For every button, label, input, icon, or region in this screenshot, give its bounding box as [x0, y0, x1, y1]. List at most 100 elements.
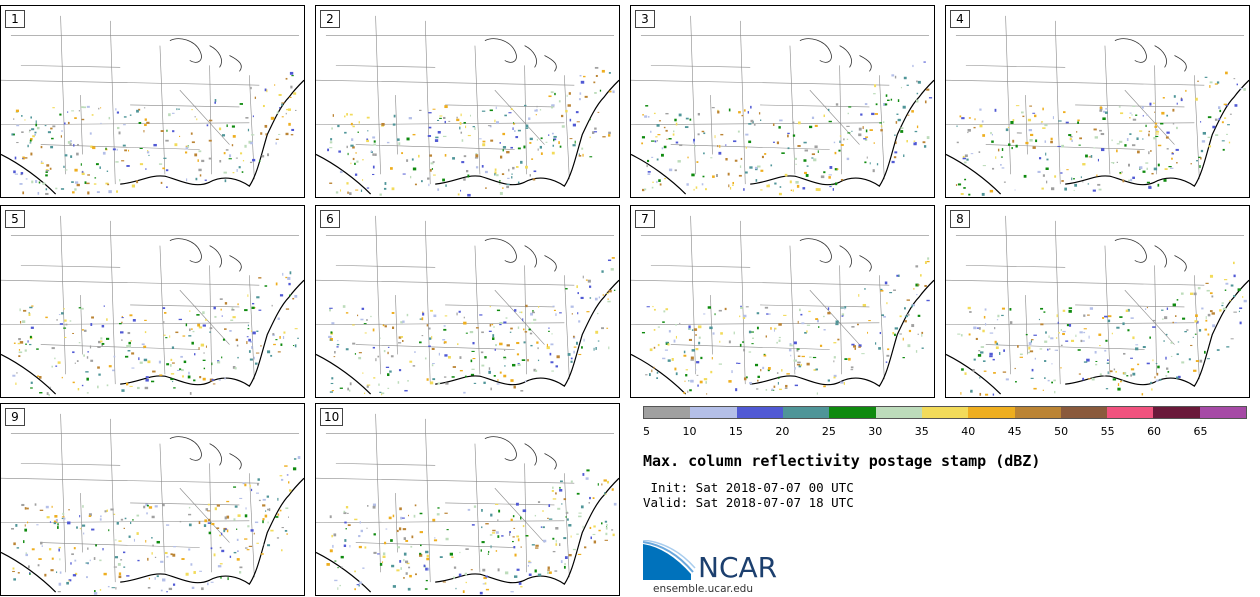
state-border	[710, 295, 713, 355]
echo-speckles	[641, 61, 933, 196]
state-border	[109, 20, 116, 185]
state-border	[316, 520, 565, 524]
state-border	[445, 304, 555, 308]
echo-speckles	[326, 469, 617, 595]
echo-speckles	[327, 66, 615, 197]
colorbar-tick-label: 35	[914, 425, 929, 438]
colorbar-segment	[1014, 407, 1061, 418]
colorbar-segment	[1199, 407, 1247, 418]
state-border	[424, 220, 431, 385]
state-border	[1, 79, 260, 86]
state-border	[159, 245, 166, 375]
coastline	[1, 477, 304, 593]
reflectivity-map	[631, 15, 934, 196]
postage-stamp-panel: 8	[945, 205, 1250, 398]
state-border	[1005, 215, 1011, 375]
state-border	[355, 344, 515, 350]
coastline	[946, 279, 1249, 395]
state-border	[965, 65, 1066, 68]
state-border	[249, 75, 255, 180]
state-border	[839, 265, 842, 375]
state-border	[80, 493, 83, 553]
echo-speckles	[11, 456, 301, 595]
site-url: ensemble.ucar.edu	[653, 583, 753, 595]
state-border	[20, 463, 121, 466]
postage-stamp-panel: 10	[315, 403, 620, 596]
state-border	[494, 289, 545, 345]
state-border	[249, 473, 255, 578]
state-border	[159, 45, 166, 175]
state-border	[1005, 15, 1011, 175]
state-border	[1075, 304, 1185, 308]
reflectivity-map	[316, 215, 619, 396]
postage-stamp-panel: 6	[315, 205, 620, 398]
state-border	[335, 265, 436, 268]
state-border	[809, 289, 860, 345]
great-lakes	[799, 38, 872, 72]
state-border	[650, 265, 751, 268]
state-border	[159, 443, 166, 573]
state-border	[690, 215, 696, 375]
postage-stamp-panel: 1	[0, 5, 305, 198]
panel-number: 10	[320, 408, 344, 426]
state-border	[789, 245, 796, 375]
coastline	[316, 79, 619, 195]
colorbar-segment	[736, 407, 783, 418]
state-border	[60, 215, 66, 375]
ncar-logo-icon	[643, 540, 696, 580]
great-lakes	[484, 436, 557, 470]
panel-number: 8	[950, 210, 970, 228]
coastline	[1, 279, 304, 395]
colorbar-segment	[1153, 407, 1200, 418]
coastline	[1, 79, 304, 195]
colorbar-tick-label: 25	[821, 425, 836, 438]
state-border	[1154, 65, 1157, 175]
state-border	[670, 344, 830, 350]
state-border	[355, 542, 515, 548]
state-border	[1075, 104, 1185, 108]
great-lakes	[169, 436, 242, 470]
colorbar-segment	[1107, 407, 1154, 418]
state-border	[564, 473, 570, 578]
state-border	[1025, 295, 1028, 355]
state-border	[130, 502, 240, 506]
colorbar-tick-label: 40	[961, 425, 976, 438]
colorbar-tick-label: 10	[682, 425, 697, 438]
state-border	[524, 65, 527, 175]
echo-speckles	[12, 271, 299, 397]
state-border	[335, 463, 436, 466]
state-border	[375, 15, 381, 175]
echo-speckles	[641, 257, 930, 395]
valid-time: Valid: Sat 2018-07-07 18 UTC	[643, 495, 854, 510]
great-lakes	[1114, 38, 1187, 72]
great-lakes	[799, 238, 872, 272]
panel-number: 7	[635, 210, 655, 228]
colorbar-segment	[1060, 407, 1108, 418]
postage-stamp-panel: 7	[630, 205, 935, 398]
state-border	[670, 144, 830, 150]
colorbar-segment	[968, 407, 1015, 418]
figure-title: Max. column reflectivity postage stamp (…	[643, 452, 1041, 470]
reflectivity-map	[946, 215, 1249, 396]
state-border	[1154, 265, 1157, 375]
reflectivity-map	[631, 215, 934, 395]
state-border	[1, 122, 250, 126]
panel-number: 3	[635, 10, 655, 28]
state-border	[249, 275, 255, 380]
colorbar-ticks: 5 10 15 20 25 30 35 40 45 50 55 60 65	[643, 425, 1247, 439]
state-border	[965, 265, 1066, 268]
state-border	[1, 279, 260, 286]
state-border	[20, 65, 121, 68]
colorbar-tick-label: 15	[728, 425, 743, 438]
great-lakes	[169, 238, 242, 272]
state-border	[395, 95, 398, 155]
reflectivity-map	[946, 15, 1249, 196]
state-border	[445, 502, 555, 506]
state-border	[760, 304, 870, 308]
state-border	[789, 45, 796, 175]
state-border	[1104, 245, 1111, 375]
state-border	[946, 322, 1195, 326]
state-border	[839, 65, 842, 175]
state-border	[631, 79, 890, 86]
postage-stamp-panel: 2	[315, 5, 620, 198]
